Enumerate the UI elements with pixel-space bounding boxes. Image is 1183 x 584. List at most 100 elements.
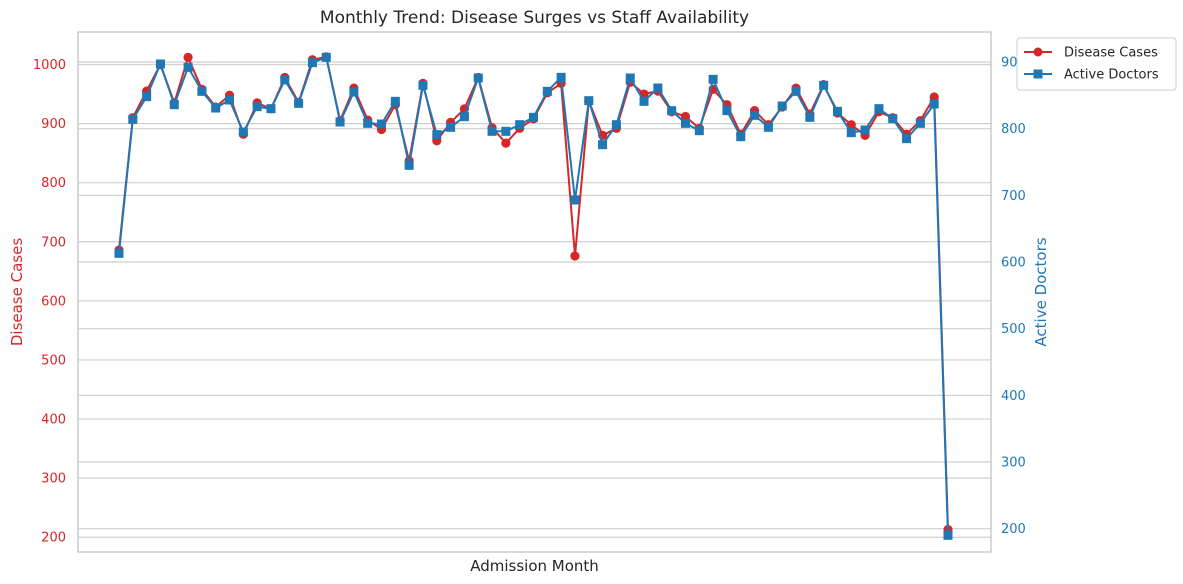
data-point-active-doctors (169, 100, 179, 110)
x-axis-label: Admission Month (470, 557, 599, 575)
data-point-active-doctors (446, 122, 456, 132)
data-point-active-doctors (515, 120, 525, 130)
y-left-tick-label: 400 (41, 413, 66, 428)
data-point-active-doctors (694, 126, 704, 136)
data-point-active-doctors (294, 98, 304, 108)
y-left-tick-label: 500 (41, 353, 66, 368)
data-point-active-doctors (791, 86, 801, 96)
data-point-active-doctors (598, 140, 608, 150)
plot-frame (77, 31, 992, 553)
legend-label-disease-cases: Disease Cases (1064, 46, 1158, 61)
data-point-active-doctors (225, 95, 235, 105)
y-right-tick-label: 200 (1001, 522, 1026, 537)
y-right-axis-label: Active Doctors (1032, 237, 1050, 346)
data-point-active-doctors (335, 117, 345, 127)
data-point-active-doctors (142, 92, 152, 102)
data-point-active-doctors (363, 118, 373, 128)
data-point-active-doctors (238, 127, 248, 137)
y-left-tick-label: 200 (41, 531, 66, 546)
y-left-axis-label: Disease Cases (8, 238, 26, 346)
y-right-tick-label: 400 (1001, 389, 1026, 404)
data-point-active-doctors (750, 110, 760, 120)
data-point-active-doctors (307, 58, 317, 68)
data-point-active-doctors (266, 104, 276, 114)
left-gridlines (78, 63, 991, 538)
data-point-active-doctors (197, 86, 207, 96)
data-point-disease-cases (680, 111, 691, 122)
legend-item-active-doctors: Active Doctors (1024, 68, 1159, 83)
legend-item-disease-cases: Disease Cases (1024, 46, 1158, 61)
data-point-active-doctors (349, 87, 359, 97)
data-point-disease-cases (570, 251, 580, 261)
data-point-active-doctors (570, 195, 580, 205)
y-left-tick-label: 800 (41, 176, 66, 191)
y-right-tick-label: 300 (1001, 456, 1026, 471)
data-point-active-doctors (943, 530, 953, 540)
y-left-tick-label: 600 (41, 294, 66, 309)
data-point-active-doctors (390, 96, 400, 106)
y-left-tick-label: 700 (41, 235, 66, 250)
data-point-active-doctors (473, 73, 483, 83)
data-point-active-doctors (321, 52, 331, 62)
y-right-tick-label: 700 (1001, 189, 1026, 204)
data-point-disease-cases (183, 52, 193, 63)
legend-box (1016, 37, 1177, 91)
data-point-active-doctors (902, 134, 912, 144)
data-point-active-doctors (556, 72, 566, 82)
data-point-active-doctors (280, 75, 290, 85)
data-point-active-doctors (377, 119, 387, 129)
data-point-active-doctors (832, 106, 842, 116)
data-point-active-doctors (763, 122, 773, 132)
data-point-active-doctors (501, 126, 511, 136)
data-point-active-doctors (888, 114, 898, 124)
y-left-tick-label: 1000 (33, 58, 66, 73)
data-point-active-doctors (611, 120, 621, 130)
data-point-active-doctors (929, 99, 939, 109)
chart-title: Monthly Trend: Disease Surges vs Staff A… (320, 8, 749, 28)
left-axis-ticks: 200 300 400 500 600 700 800 900 1000 (33, 58, 66, 546)
data-point-active-doctors (128, 114, 138, 124)
data-point-disease-cases (846, 120, 856, 130)
data-point-active-doctors (211, 103, 221, 113)
data-point-active-doctors (114, 248, 124, 258)
y-right-tick-label: 800 (1001, 122, 1026, 137)
data-point-active-doctors (487, 126, 497, 136)
data-point-active-doctors (680, 118, 690, 128)
legend: Disease Cases Active Doctors (1016, 37, 1177, 91)
data-point-active-doctors (432, 130, 442, 140)
series-layer (114, 52, 953, 540)
data-point-active-doctors (819, 80, 829, 90)
data-point-active-doctors (777, 101, 787, 111)
data-point-active-doctors (584, 96, 594, 106)
data-point-active-doctors (529, 112, 538, 122)
data-point-active-doctors (639, 96, 649, 106)
legend-label-active-doctors: Active Doctors (1064, 68, 1159, 83)
data-point-active-doctors (722, 106, 732, 116)
data-point-active-doctors (404, 160, 414, 170)
y-left-tick-label: 300 (41, 472, 66, 487)
data-point-disease-cases (929, 92, 939, 102)
data-point-active-doctors (459, 112, 469, 122)
y-right-tick-label: 600 (1001, 256, 1026, 271)
data-point-disease-cases (501, 138, 511, 148)
data-point-active-doctors (860, 125, 870, 135)
right-gridlines (78, 61, 991, 530)
data-point-active-doctors (805, 112, 815, 122)
data-point-active-doctors (653, 83, 663, 93)
data-point-active-doctors (667, 106, 677, 116)
y-left-tick-label: 900 (41, 117, 66, 132)
legend-marker-square (1033, 69, 1043, 79)
legend-marker-circle (1033, 47, 1043, 57)
data-point-active-doctors (874, 104, 884, 114)
data-point-active-doctors (736, 132, 746, 142)
y-right-tick-label: 500 (1001, 322, 1026, 337)
data-point-active-doctors (915, 118, 925, 128)
data-point-active-doctors (252, 102, 262, 112)
data-point-active-doctors (418, 80, 428, 90)
data-point-active-doctors (846, 128, 856, 138)
data-point-active-doctors (155, 59, 165, 69)
data-point-active-doctors (625, 73, 635, 83)
data-point-active-doctors (708, 74, 718, 84)
